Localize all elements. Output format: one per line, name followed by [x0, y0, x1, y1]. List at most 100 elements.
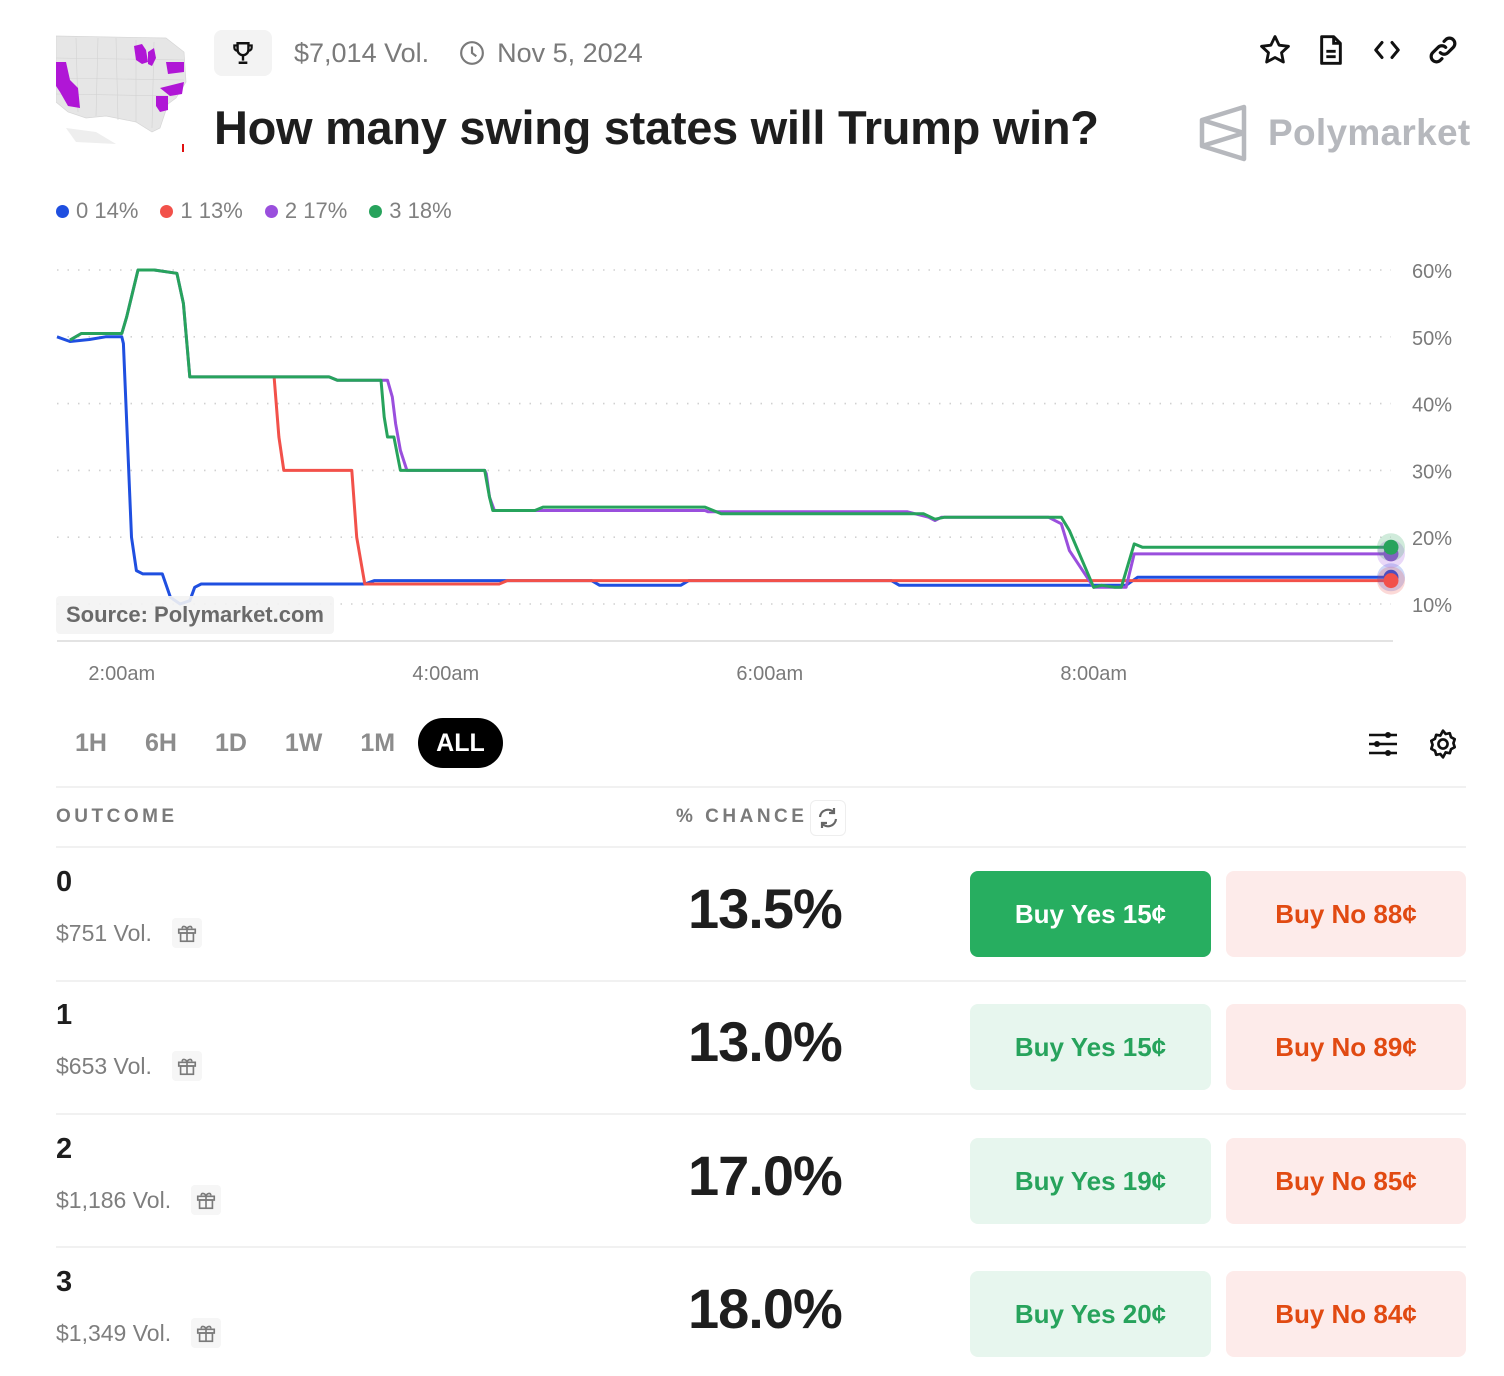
outcome-chance: 18.0% — [688, 1277, 843, 1340]
end-date-text: Nov 5, 2024 — [497, 37, 643, 68]
range-1d[interactable]: 1D — [214, 728, 247, 757]
x-axis-labels: 2:00am 4:00am 6:00am 8:00am — [88, 663, 1127, 685]
gift-icon — [197, 1325, 216, 1343]
series-line-1 — [272, 376, 1391, 586]
legend-label: 3 — [389, 198, 402, 223]
outcome-label: 3 — [56, 1266, 73, 1298]
y-tick-label: 50% — [1412, 328, 1452, 350]
polymarket-logo-icon — [1199, 104, 1247, 162]
header-actions — [1258, 32, 1460, 68]
legend-dot-2 — [264, 204, 278, 218]
legend-value: 18% — [407, 198, 452, 223]
legend-value: 14% — [94, 198, 139, 223]
refresh-icon — [818, 808, 838, 828]
buy-no-button[interactable]: Buy No 85¢ — [1226, 1138, 1466, 1224]
chart-filter-button[interactable] — [1366, 726, 1400, 762]
x-tick-label: 8:00am — [1060, 663, 1127, 685]
source-watermark: Source: Polymarket.com — [56, 596, 334, 634]
range-6h[interactable]: 6H — [144, 728, 177, 757]
legend-value: 17% — [303, 198, 348, 223]
x-tick-label: 4:00am — [412, 663, 479, 685]
legend-label: 1 — [180, 198, 193, 223]
legend-label: 0 — [76, 198, 89, 223]
price-history-chart[interactable]: 10% 20% 30% 40% 50% 60% 2:00am 4:00am 6:00am 8:0… — [0, 240, 1504, 700]
favorite-button[interactable] — [1258, 32, 1292, 68]
rules-button[interactable] — [1314, 32, 1348, 68]
divider — [56, 846, 1466, 848]
chart-legend: 0 14% 1 13% 2 17% 3 18% — [56, 198, 452, 224]
polymarket-logo: Polymarket — [1198, 104, 1471, 162]
outcome-row[interactable]: 2 $1,186 Vol. 17.0% Buy Yes 19¢ Buy No 8… — [56, 1115, 1466, 1248]
legend-value: 13% — [198, 198, 243, 223]
star-icon — [1260, 35, 1290, 64]
legend-label: 2 — [284, 198, 298, 223]
rewards-button[interactable] — [171, 1051, 202, 1081]
y-tick-label: 60% — [1412, 261, 1452, 283]
series-line-3 — [69, 268, 1391, 589]
outcome-row[interactable]: 1 $653 Vol. 13.0% Buy Yes 15¢ Buy No 89¢ — [56, 981, 1466, 1114]
buy-yes-button[interactable]: Buy Yes 19¢ — [970, 1138, 1211, 1224]
y-tick-label: 10% — [1412, 595, 1452, 617]
gift-icon — [197, 1192, 216, 1210]
link-icon — [1429, 36, 1457, 64]
buy-no-button[interactable]: Buy No 89¢ — [1226, 1004, 1466, 1090]
refresh-button[interactable] — [810, 800, 846, 836]
divider — [56, 1246, 1466, 1248]
divider — [56, 786, 1466, 788]
embed-button[interactable] — [1370, 32, 1404, 68]
market-volume: $7,014 Vol. — [294, 37, 430, 68]
outcome-volume-text: $1,349 Vol. — [56, 1319, 172, 1346]
copy-link-button[interactable] — [1426, 32, 1460, 68]
rewards-button[interactable] — [191, 1318, 222, 1348]
us-map-image — [56, 32, 188, 154]
x-tick-label: 6:00am — [736, 663, 803, 685]
y-tick-label: 30% — [1412, 461, 1452, 483]
y-axis-labels: 10% 20% 30% 40% 50% 60% — [1412, 261, 1452, 617]
document-icon — [1320, 35, 1342, 65]
sliders-icon — [1369, 732, 1397, 756]
y-tick-label: 20% — [1412, 528, 1452, 550]
outcome-volume: $653 Vol. — [56, 1051, 202, 1081]
rewards-button[interactable] — [171, 918, 202, 948]
buy-yes-button[interactable]: Buy Yes 15¢ — [970, 1004, 1211, 1090]
trophy-icon — [233, 42, 253, 64]
buy-yes-button[interactable]: Buy Yes 15¢ — [970, 871, 1211, 957]
buy-no-button[interactable]: Buy No 84¢ — [1226, 1271, 1466, 1357]
x-tick-label: 2:00am — [88, 663, 155, 685]
outcome-volume: $751 Vol. — [56, 918, 202, 948]
divider — [56, 1113, 1466, 1115]
chart-tools — [1366, 726, 1460, 762]
trophy-badge[interactable] — [214, 30, 272, 76]
buy-yes-button[interactable]: Buy Yes 20¢ — [970, 1271, 1211, 1357]
outcome-label: 2 — [56, 1133, 73, 1165]
series-line-2 — [69, 268, 1391, 589]
range-all[interactable]: ALL — [418, 718, 503, 768]
gift-icon — [177, 925, 196, 943]
divider — [56, 980, 1466, 982]
endpoint-dot-1 — [1383, 573, 1399, 589]
clock-icon — [460, 41, 485, 65]
legend-dot-1 — [160, 204, 174, 218]
outcome-volume-text: $751 Vol. — [56, 919, 152, 946]
legend-item: 3 18% — [369, 198, 452, 224]
chart-settings-button[interactable] — [1426, 726, 1460, 762]
legend-item: 2 17% — [264, 198, 348, 224]
time-range-selector: 1H 6H 1D 1W 1M ALL — [60, 718, 511, 768]
legend-item: 1 13% — [160, 198, 243, 224]
page-title: How many swing states will Trump win? — [214, 101, 1099, 154]
market-thumbnail — [56, 32, 188, 154]
outcome-chance: 13.5% — [688, 877, 843, 940]
outcome-row[interactable]: 3 $1,349 Vol. 18.0% Buy Yes 20¢ Buy No 8… — [56, 1248, 1466, 1376]
outcome-volume: $1,349 Vol. — [56, 1318, 222, 1348]
range-1h[interactable]: 1H — [75, 728, 107, 757]
buy-no-button[interactable]: Buy No 88¢ — [1226, 871, 1466, 957]
outcome-row[interactable]: 0 $751 Vol. 13.5% Buy Yes 15¢ Buy No 88¢ — [56, 848, 1466, 981]
outcome-volume-text: $653 Vol. — [56, 1052, 152, 1079]
range-1w[interactable]: 1W — [284, 728, 323, 757]
outcome-chance: 17.0% — [688, 1144, 843, 1207]
rewards-button[interactable] — [191, 1185, 222, 1215]
range-1m[interactable]: 1M — [360, 728, 396, 757]
outcome-chance: 13.0% — [688, 1010, 843, 1073]
outcome-volume-text: $1,186 Vol. — [56, 1186, 172, 1213]
chart-endpoints — [1377, 533, 1405, 595]
